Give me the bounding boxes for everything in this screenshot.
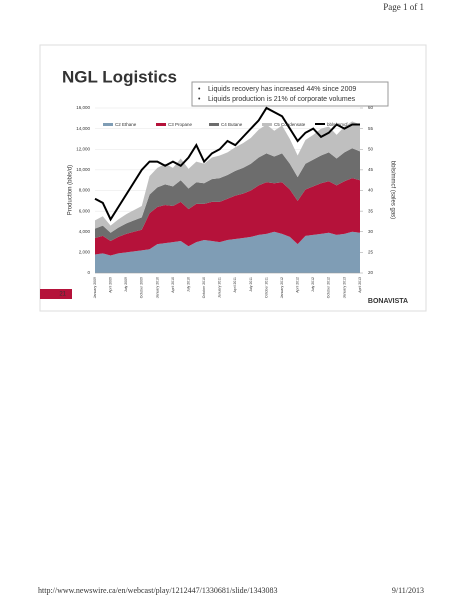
x-tick-label: January 2012 [280,277,284,298]
legend-swatch [103,123,113,126]
legend-label: C2 Ethane [115,122,137,127]
x-tick-label: July 2012 [311,277,315,292]
y2-tick-label: 25 [368,250,374,255]
x-tick-label: April 2010 [171,277,175,293]
x-tick-label: January 2011 [218,277,222,298]
y2-axis-title: bbls/mmcf (sales gas) [389,161,395,219]
y2-tick-label: 60 [368,105,374,110]
x-tick-label: April 2012 [296,277,300,293]
area [95,231,360,273]
y-tick-label: 6,000 [79,208,91,213]
slide-number: 21 [59,292,66,298]
y-tick-label: 14,000 [76,126,90,131]
y-tick-label: 8,000 [79,188,91,193]
legend-swatch [156,123,166,126]
y2-tick-label: 55 [368,126,374,131]
x-tick-label: July 2009 [124,277,128,292]
x-tick-label: October 2011 [264,277,268,298]
legend-swatch [315,123,325,125]
legend-label: bbls/mmcf [327,122,348,127]
ratio-line [94,106,360,222]
bullet-dot: • [198,86,201,93]
y2-tick-label: 40 [368,188,374,193]
legend-swatch [209,123,219,126]
y-tick-label: 2,000 [79,250,91,255]
y-tick-label: 4,000 [79,229,91,234]
y-tick-label: 0 [87,270,90,275]
area [95,178,360,256]
x-tick-label: April 2013 [358,277,362,293]
bullet-dot: • [198,96,201,103]
x-tick-label: April 2011 [233,277,237,293]
area [95,148,360,242]
bullet-box [191,81,389,107]
y2-tick-label: 30 [368,229,374,234]
y-tick-label: 12,000 [76,146,90,151]
slide-title: NGL Logistics [62,67,177,86]
y-tick-label: 10,000 [76,167,90,172]
legend-swatch [262,123,272,126]
legend-label: C4 Butane [221,122,243,127]
x-tick-label: October 2010 [202,277,206,298]
legend-label: C5 Condensate [274,122,306,127]
x-tick-label: October 2009 [140,277,144,298]
legend-label: C3 Propane [168,122,193,127]
x-tick-label: April 2009 [109,277,113,293]
footer-date: 9/11/2013 [392,586,424,595]
x-tick-label: January 2013 [342,277,346,298]
y2-tick-label: 45 [368,167,374,172]
x-tick-label: July 2011 [249,277,253,292]
bullet: Liquids production is 21% of corporate v… [208,96,356,103]
logo: BONAVISTA [368,298,408,305]
y2-tick-label: 35 [368,208,374,213]
y2-tick-label: 20 [368,270,374,275]
area [95,121,360,233]
y-tick-label: 16,000 [76,105,90,110]
x-tick-label: January 2009 [93,277,97,298]
y2-tick-label: 50 [368,146,374,151]
slide-number-box [40,289,72,299]
footer-url: http://www.newswire.ca/en/webcast/play/1… [38,586,277,595]
x-tick-label: January 2010 [155,277,159,298]
bullet: Liquids recovery has increased 44% since… [208,86,356,93]
page-number: Page 1 of 1 [383,2,424,12]
x-tick-label: July 2010 [186,277,190,292]
x-tick-label: October 2012 [327,277,331,298]
y-axis-title: Production (bbls/d) [68,165,74,215]
